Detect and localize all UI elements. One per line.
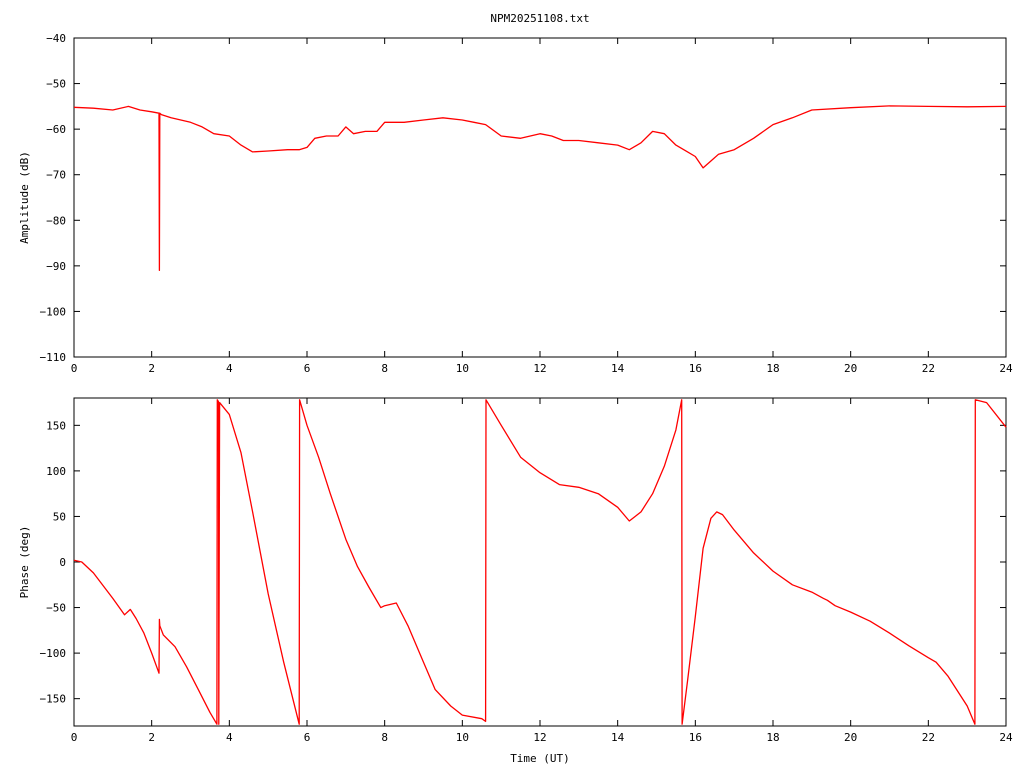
phase-y-tick-label: 0 — [59, 556, 66, 569]
amplitude-x-tick-label: 4 — [226, 362, 233, 375]
phase-series-line — [73, 399, 1007, 725]
phase-y-tick-label: 50 — [53, 510, 66, 523]
amplitude-x-tick-label: 2 — [148, 362, 155, 375]
phase-y-tick-label: 150 — [46, 419, 66, 432]
phase-x-tick-label: 4 — [226, 731, 233, 744]
chart-title: NPM20251108.txt — [490, 12, 589, 25]
amplitude-y-tick-label: −50 — [46, 78, 66, 91]
amplitude-y-tick-label: −110 — [40, 351, 67, 364]
amplitude-series-line — [73, 105, 1007, 272]
phase-x-tick-label: 12 — [533, 731, 546, 744]
phase-x-tick-label: 14 — [611, 731, 625, 744]
phase-x-tick-label: 18 — [766, 731, 779, 744]
phase-x-tick-label: 2 — [148, 731, 155, 744]
phase-panel: 0 2 4 6 8 10 12 14 16 18 20 22 24150100500−50−100−15… — [18, 397, 1013, 765]
phase-y-axis-label: Phase (deg) — [18, 526, 31, 599]
phase-x-tick-label: 24 — [999, 731, 1013, 744]
amplitude-y-tick-label: −80 — [46, 214, 66, 227]
phase-y-tick-label: −150 — [40, 693, 67, 706]
amplitude-x-tick-label: 20 — [844, 362, 857, 375]
phase-y-tick-label: −100 — [40, 647, 67, 660]
amplitude-y-tick-label: −90 — [46, 260, 66, 273]
amplitude-x-tick-label: 12 — [533, 362, 546, 375]
phase-x-tick-label: 10 — [456, 731, 469, 744]
phase-x-tick-label: 6 — [304, 731, 311, 744]
amplitude-y-tick-label: −100 — [40, 305, 67, 318]
amplitude-x-tick-label: 0 — [71, 362, 78, 375]
amplitude-x-tick-label: 10 — [456, 362, 469, 375]
amplitude-x-tick-label: 22 — [922, 362, 935, 375]
phase-x-tick-label: 20 — [844, 731, 857, 744]
phase-y-tick-label: 100 — [46, 465, 66, 478]
phase-x-tick-label: 16 — [689, 731, 702, 744]
amplitude-x-tick-label: 8 — [381, 362, 388, 375]
amplitude-x-tick-label: 6 — [304, 362, 311, 375]
amplitude-y-tick-label: −70 — [46, 169, 66, 182]
amplitude-x-tick-label: 18 — [766, 362, 779, 375]
phase-x-tick-label: 8 — [381, 731, 388, 744]
amplitude-y-axis-label: Amplitude (dB) — [18, 151, 31, 244]
phase-x-tick-label: 22 — [922, 731, 935, 744]
amplitude-x-tick-label: 24 — [999, 362, 1013, 375]
amplitude-x-tick-label: 14 — [611, 362, 625, 375]
amplitude-panel: 0 2 4 6 8 10 12 14 16 18 20 22 24−40−50−60−70−80−90−… — [18, 12, 1013, 375]
amplitude-x-tick-label: 16 — [689, 362, 702, 375]
amplitude-y-tick-label: −40 — [46, 32, 66, 45]
phase-x-axis-label: Time (UT) — [510, 752, 570, 765]
phase-y-tick-label: −50 — [46, 602, 66, 615]
amplitude-y-tick-label: −60 — [46, 123, 66, 136]
phase-x-tick-label: 0 — [71, 731, 78, 744]
